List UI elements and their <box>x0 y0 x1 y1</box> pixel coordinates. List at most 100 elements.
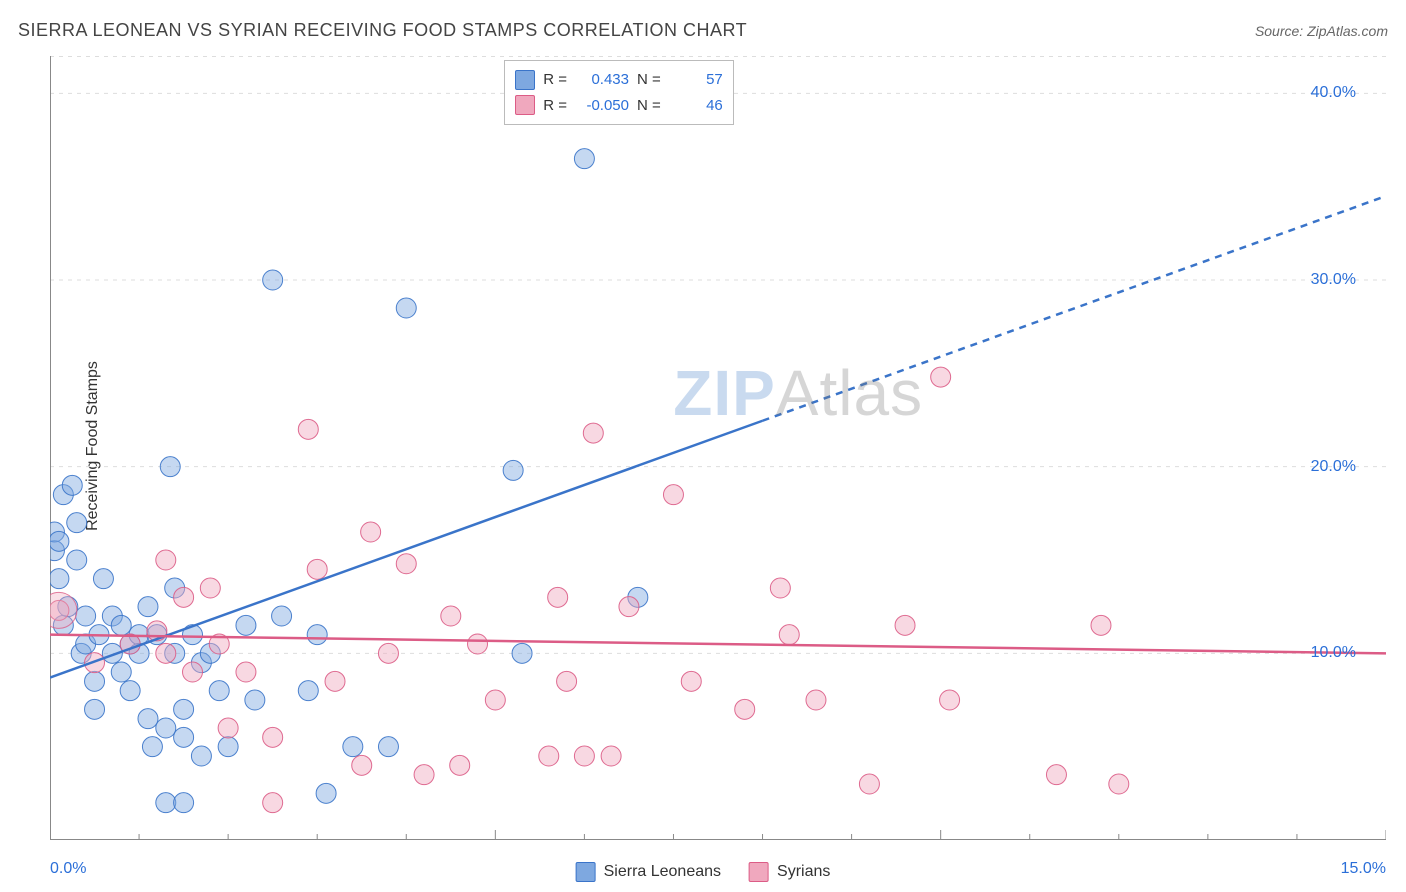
data-point <box>200 578 220 598</box>
data-point <box>160 457 180 477</box>
chart-header: SIERRA LEONEAN VS SYRIAN RECEIVING FOOD … <box>18 20 1388 41</box>
trend-line-solid <box>50 635 1386 654</box>
data-point <box>361 522 381 542</box>
data-point <box>111 615 131 635</box>
data-point <box>272 606 292 626</box>
data-point <box>735 699 755 719</box>
data-point <box>50 531 69 551</box>
data-point <box>85 699 105 719</box>
data-point <box>619 597 639 617</box>
data-point <box>298 419 318 439</box>
x-tick-label: 15.0% <box>1341 860 1386 878</box>
y-tick-label: 30.0% <box>1311 271 1356 289</box>
data-point <box>191 746 211 766</box>
data-point <box>156 643 176 663</box>
data-point <box>218 737 238 757</box>
data-point <box>325 671 345 691</box>
stats-row: R = 0.433 N = 57 <box>515 67 723 93</box>
data-point <box>307 559 327 579</box>
legend-swatch <box>515 95 535 115</box>
y-tick-label: 20.0% <box>1311 458 1356 476</box>
data-point <box>378 737 398 757</box>
legend-item: Sierra Leoneans <box>576 862 721 882</box>
data-point <box>343 737 363 757</box>
scatter-plot <box>50 56 1386 840</box>
data-point <box>62 475 82 495</box>
data-point <box>574 746 594 766</box>
data-point <box>859 774 879 794</box>
data-point <box>806 690 826 710</box>
data-point <box>183 662 203 682</box>
data-point <box>779 625 799 645</box>
data-point <box>931 367 951 387</box>
trend-line-dashed <box>763 196 1386 421</box>
data-point <box>156 550 176 570</box>
data-point <box>174 727 194 747</box>
series-legend: Sierra Leoneans Syrians <box>576 862 831 882</box>
data-point <box>378 643 398 663</box>
x-tick-label: 0.0% <box>50 860 86 878</box>
n-label: N = <box>637 67 661 93</box>
data-point <box>263 793 283 813</box>
data-point <box>770 578 790 598</box>
n-value: 46 <box>669 93 723 119</box>
data-point <box>263 270 283 290</box>
r-value: 0.433 <box>575 67 629 93</box>
data-point <box>236 662 256 682</box>
data-point <box>236 615 256 635</box>
data-point <box>316 783 336 803</box>
data-point <box>512 643 532 663</box>
legend-swatch <box>576 862 596 882</box>
y-tick-label: 40.0% <box>1311 84 1356 102</box>
correlation-stats-legend: R = 0.433 N = 57 R = -0.050 N = 46 <box>504 60 734 125</box>
data-point <box>174 699 194 719</box>
chart-area: 10.0% 20.0% 30.0% 40.0% R = 0.433 N = 57 R = -0.… <box>50 56 1386 840</box>
data-point <box>76 606 96 626</box>
r-label: R = <box>543 67 567 93</box>
n-value: 57 <box>669 67 723 93</box>
data-point <box>298 681 318 701</box>
data-point <box>138 709 158 729</box>
legend-swatch <box>749 862 769 882</box>
data-point <box>1046 765 1066 785</box>
data-point <box>263 727 283 747</box>
data-point <box>142 737 162 757</box>
legend-label: Syrians <box>777 863 830 880</box>
data-point <box>120 681 140 701</box>
legend-item: Syrians <box>749 862 830 882</box>
y-tick-label: 10.0% <box>1311 644 1356 662</box>
data-point <box>174 793 194 813</box>
data-point <box>156 718 176 738</box>
data-point <box>396 298 416 318</box>
r-label: R = <box>543 93 567 119</box>
data-point <box>67 550 87 570</box>
data-point <box>67 513 87 533</box>
data-point <box>574 149 594 169</box>
data-point <box>50 569 69 589</box>
data-point <box>156 793 176 813</box>
data-point <box>663 485 683 505</box>
n-label: N = <box>637 93 661 119</box>
r-value: -0.050 <box>575 93 629 119</box>
data-point <box>681 671 701 691</box>
data-point <box>174 587 194 607</box>
legend-label: Sierra Leoneans <box>604 863 721 880</box>
data-point <box>548 587 568 607</box>
data-point <box>111 662 131 682</box>
data-point <box>895 615 915 635</box>
data-point <box>85 671 105 691</box>
data-point <box>450 755 470 775</box>
data-point <box>352 755 372 775</box>
data-point <box>1109 774 1129 794</box>
data-point <box>601 746 621 766</box>
data-point <box>307 625 327 645</box>
data-point <box>539 746 559 766</box>
data-point <box>414 765 434 785</box>
legend-swatch <box>515 70 535 90</box>
data-point <box>93 569 113 589</box>
data-point <box>940 690 960 710</box>
data-point <box>138 597 158 617</box>
data-point <box>485 690 505 710</box>
data-point <box>583 423 603 443</box>
chart-title: SIERRA LEONEAN VS SYRIAN RECEIVING FOOD … <box>18 20 747 41</box>
